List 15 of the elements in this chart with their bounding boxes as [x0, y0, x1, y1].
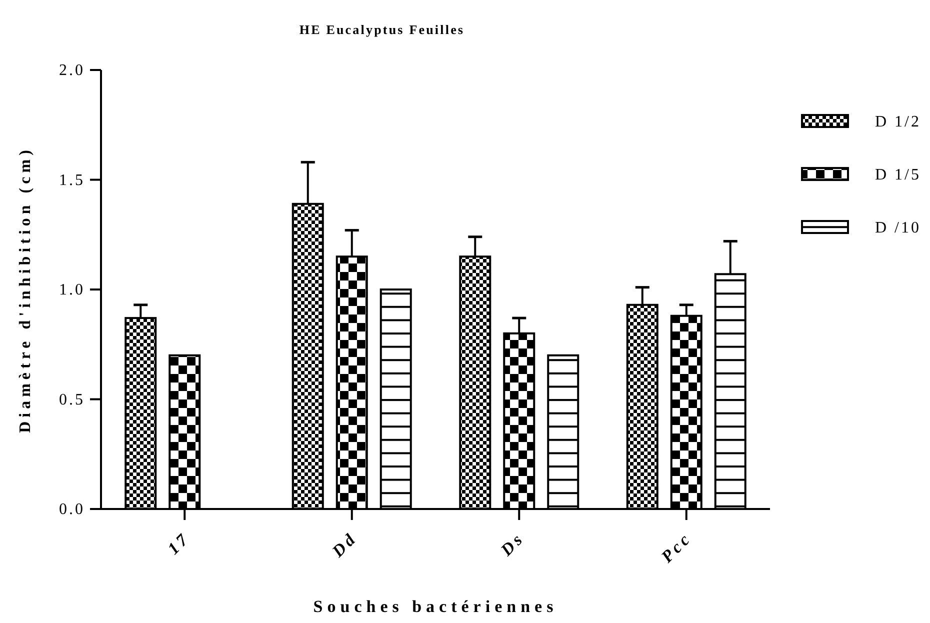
y-tick-label: 0.5 [59, 391, 85, 408]
x-tick-label: Pcc [656, 528, 696, 568]
x-tick-label: 17 [164, 528, 194, 558]
y-tick-label: 2.0 [59, 62, 85, 80]
y-axis-title: Diamètre d'inhibition (cm) [17, 146, 34, 433]
x-axis-title: Souches bactériennes [313, 597, 558, 616]
chart-title: HE Eucalyptus Feuilles [299, 22, 465, 37]
y-tick-label: 1.0 [59, 282, 85, 299]
y-tick-label: 0.0 [59, 501, 85, 518]
legend-label: D /10 [875, 220, 921, 237]
legend-label: D 1/2 [875, 114, 921, 131]
y-tick-label: 1.5 [59, 172, 85, 189]
x-tick-label: Ds [496, 528, 528, 560]
x-tick-label: Dd [328, 528, 361, 562]
legend-label: D 1/5 [875, 166, 921, 184]
